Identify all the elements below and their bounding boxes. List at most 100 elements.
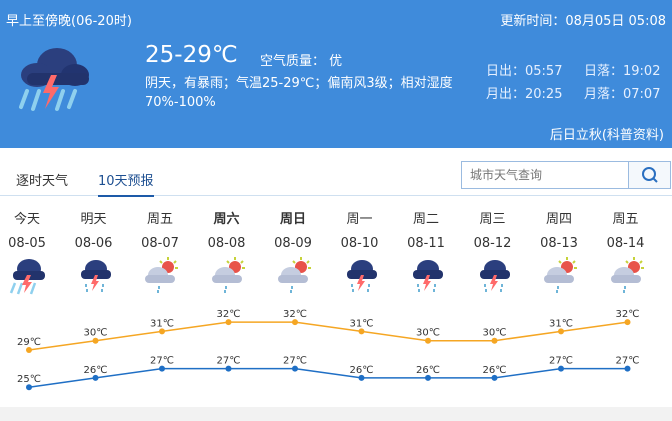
shower-icon: [544, 257, 577, 293]
forecast-day: 今天 08-05: [0, 208, 57, 299]
low-temp-point: [558, 365, 564, 372]
high-temp-point: [491, 337, 498, 344]
high-temp-point: [425, 337, 431, 344]
high-temp-label: 30℃: [483, 328, 507, 339]
tab-hourly[interactable]: 逐时天气: [16, 174, 69, 189]
thunderstorm-icon: [346, 260, 377, 292]
low-temp-point: [358, 374, 365, 381]
high-temp-line: [28, 321, 628, 351]
date: 08-07: [141, 236, 179, 251]
high-temp-label: 31℃: [150, 318, 174, 329]
high-temp-point: [92, 337, 99, 344]
search-icon: [641, 167, 658, 183]
forecast-day: 周五 08-07: [130, 208, 190, 299]
city-search: [461, 161, 671, 189]
weekday: 周三: [479, 212, 506, 227]
date: 08-11: [407, 236, 445, 251]
date: 08-06: [74, 236, 113, 251]
weekday: 周二: [412, 212, 439, 227]
shower-icon: [278, 257, 311, 293]
low-temp-label: 26℃: [350, 365, 374, 376]
forecast-day: 周四 08-13: [529, 208, 589, 299]
sunrise: 日出：05:57: [486, 64, 563, 79]
temperature-range: 25-29℃: [145, 42, 238, 68]
high-temp-point: [26, 347, 32, 353]
low-temp-point: [225, 365, 232, 372]
search-button[interactable]: [628, 162, 670, 188]
thunderstorm-icon: [80, 260, 111, 292]
air-quality: 空气质量： 优: [260, 54, 343, 69]
current-weather-panel: 早上至傍晚(06-20时) 更新时间：08月05日 05:08 25-29℃ 空…: [0, 0, 672, 148]
low-temp-point: [491, 374, 498, 381]
shower-icon: [145, 257, 178, 293]
high-temp-point: [225, 319, 232, 326]
forecast-day: 明天 08-06: [64, 208, 124, 299]
thunderstorm-icon: [413, 260, 443, 292]
date: 08-05: [8, 236, 46, 251]
low-temp-label: 26℃: [84, 365, 108, 376]
thunderstorm-icon: [479, 260, 510, 292]
low-temp-point: [159, 365, 165, 372]
low-temp-point: [26, 384, 32, 391]
forecast-day: 周五 08-14: [596, 208, 656, 299]
date: 08-08: [207, 236, 246, 251]
forecast-day: 周三 08-12: [463, 208, 523, 299]
date: 08-14: [606, 236, 645, 251]
low-temp-label: 27℃: [150, 356, 174, 367]
date: 08-10: [340, 236, 379, 251]
shower-icon: [211, 257, 245, 293]
update-time: 更新时间：08月05日 05:08: [500, 14, 666, 29]
high-temp-point: [159, 328, 165, 335]
low-temp-point: [292, 365, 298, 372]
date: 08-13: [540, 236, 578, 251]
date: 08-09: [274, 236, 312, 251]
low-temp-label: 25℃: [17, 374, 41, 385]
high-temp-label: 30℃: [416, 328, 440, 339]
high-temp-label: 32℃: [217, 309, 241, 320]
high-temp-point: [558, 328, 564, 335]
bottom-bar: [0, 407, 672, 421]
high-temp-point: [624, 319, 631, 326]
low-temp-label: 26℃: [416, 365, 440, 376]
low-temp-label: 27℃: [217, 356, 241, 367]
low-temp-label: 27℃: [549, 356, 573, 367]
moonrise: 月出：20:25: [486, 87, 563, 102]
weekday: 周四: [545, 212, 572, 227]
weekday: 明天: [80, 212, 107, 227]
high-temp-label: 31℃: [549, 318, 573, 329]
weekday: 周一: [346, 212, 373, 227]
weekday: 周五: [146, 212, 173, 227]
high-temp-label: 30℃: [84, 328, 108, 339]
heavy-thunderstorm-rain-icon: [19, 48, 89, 111]
weekday: 周日: [279, 212, 306, 227]
low-temp-point: [624, 365, 631, 372]
high-temp-label: 29℃: [17, 337, 41, 348]
weekday: 周六: [213, 212, 240, 227]
heavy-storm-icon: [9, 259, 45, 295]
low-temp-line: [28, 367, 628, 388]
search-input[interactable]: [462, 162, 627, 188]
high-temp-point: [358, 328, 365, 335]
solar-term-link[interactable]: 后日立秋(科普资料): [549, 128, 664, 143]
tab-bar: 逐时天气 10天预报: [0, 150, 672, 197]
temperature-chart: 29℃ 30℃ 31℃ 32℃ 32℃ 31℃ 30℃ 30℃ 31℃ 32℃ 25℃ 26℃ 27℃ 2…: [17, 309, 640, 391]
shower-icon: [610, 257, 644, 293]
high-temp-label: 32℃: [283, 309, 307, 320]
forecast-day: 周二 08-11: [396, 208, 456, 299]
high-temp-label: 31℃: [350, 318, 374, 329]
period-label: 早上至傍晚(06-20时): [6, 14, 132, 29]
high-temp-label: 32℃: [616, 309, 640, 320]
forecast-day: 周一 08-10: [330, 208, 390, 299]
sunset: 日落：19:02: [584, 64, 661, 79]
low-temp-label: 27℃: [283, 356, 307, 367]
low-temp-label: 27℃: [616, 356, 640, 367]
date: 08-12: [473, 236, 512, 251]
moonset: 月落：07:07: [584, 87, 661, 102]
forecast-day: 周六 08-08: [197, 208, 257, 299]
forecast-day: 周日 08-09: [263, 208, 323, 299]
low-temp-point: [92, 374, 99, 381]
weekday: 周五: [612, 212, 639, 227]
low-temp-label: 26℃: [483, 365, 507, 376]
tab-10-day[interactable]: 10天预报: [98, 170, 154, 197]
low-temp-point: [425, 374, 431, 381]
